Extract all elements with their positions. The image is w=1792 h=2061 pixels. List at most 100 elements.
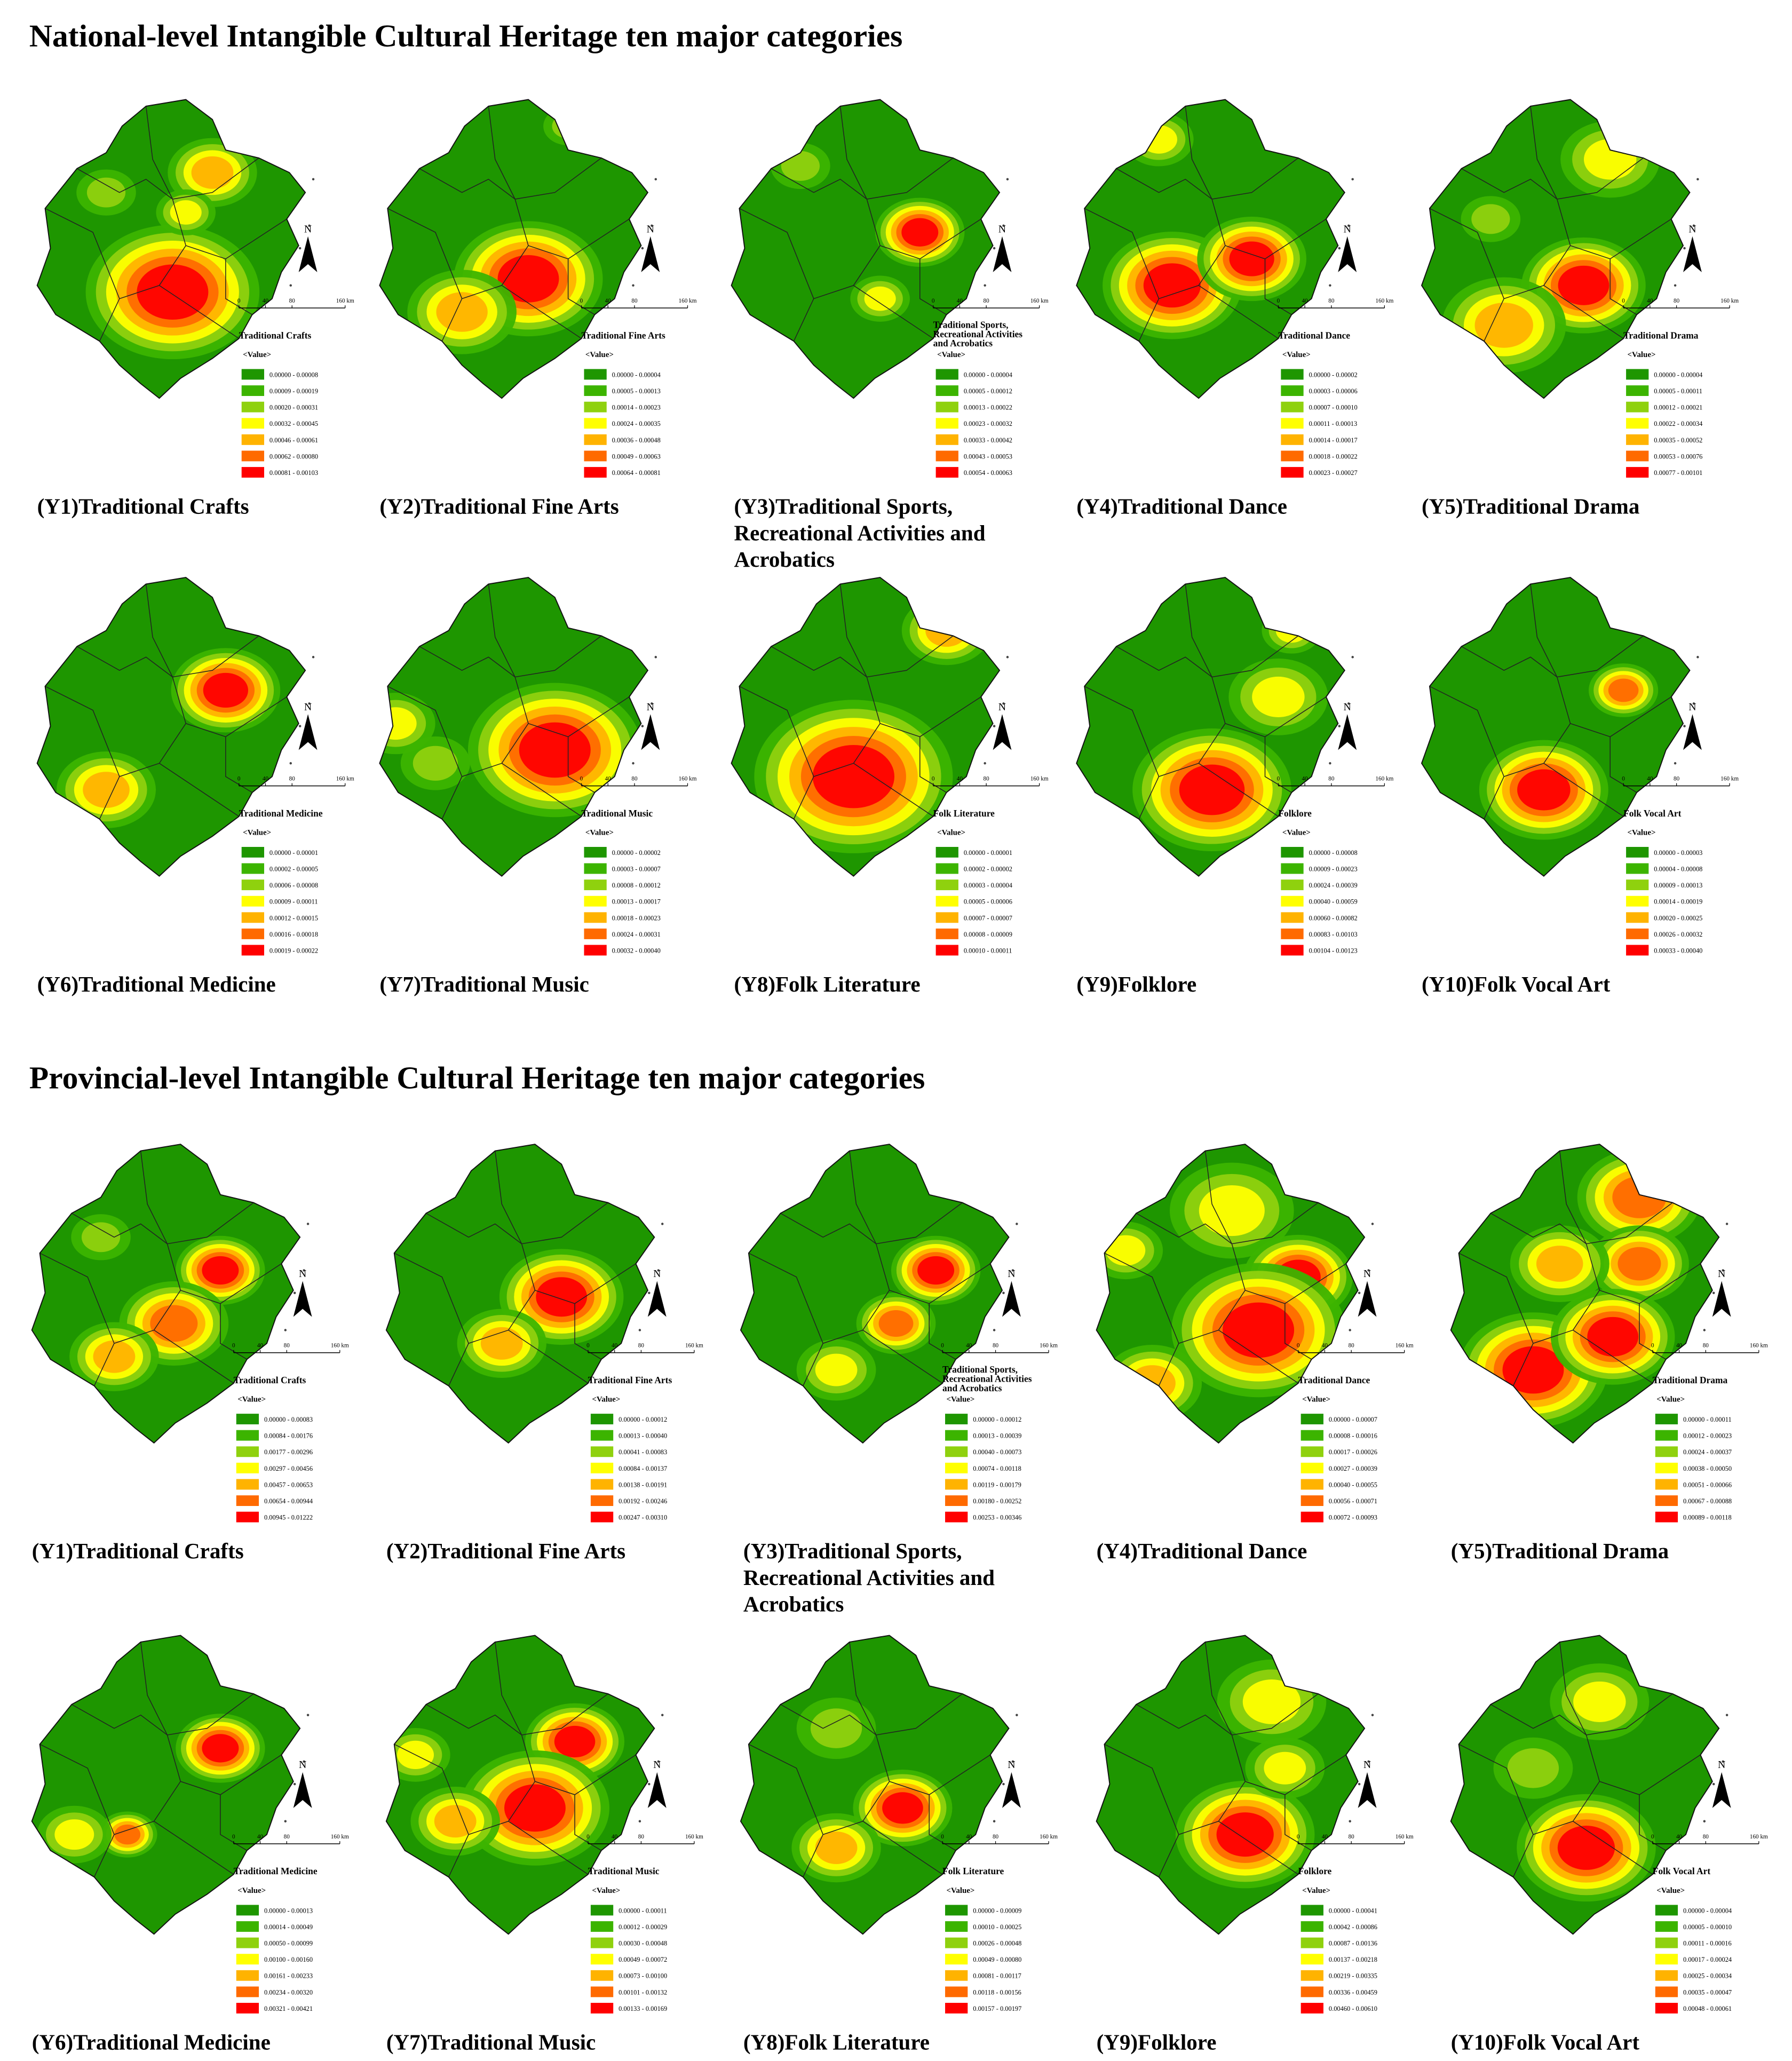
district-border <box>1204 1642 1319 1735</box>
legend-swatch <box>935 450 958 462</box>
district-border <box>1264 259 1292 315</box>
legend-swatch <box>236 1921 259 1932</box>
legend-range: 0.00020 - 0.00031 <box>269 404 318 411</box>
north-label: N <box>1008 1268 1015 1280</box>
hotspot <box>1557 1826 1615 1870</box>
legend-range: 0.00005 - 0.00012 <box>964 387 1012 395</box>
island <box>1722 1760 1724 1763</box>
legend-swatch <box>1301 1937 1323 1948</box>
map-panel: N 0 40 80 160 km Traditional Dance <Value> 0.00… <box>1096 1144 1414 1563</box>
hotspot <box>781 151 820 181</box>
legend-swatch <box>584 467 607 478</box>
hotspot <box>536 1277 588 1317</box>
legend-range: 0.00457 - 0.00653 <box>264 1481 313 1488</box>
hotspot <box>93 1340 136 1373</box>
legend-range: 0.00030 - 0.00048 <box>619 1940 667 1947</box>
district-border <box>441 723 529 820</box>
legend-swatch <box>236 1511 259 1523</box>
scale-label: 80 <box>1703 1834 1709 1840</box>
district-border <box>1284 1303 1312 1360</box>
scale-label: 0 <box>941 1343 944 1349</box>
legend-header: <Value> <box>1282 351 1311 359</box>
legend-range: 0.00003 - 0.00004 <box>964 882 1013 889</box>
district-border <box>1284 1795 1312 1851</box>
legend-range: 0.00008 - 0.00012 <box>612 882 661 889</box>
district-border <box>172 199 287 259</box>
hotspot <box>1199 1185 1265 1236</box>
district-border <box>508 1329 589 1384</box>
map-outline <box>1096 1635 1366 1935</box>
island <box>651 702 653 705</box>
legend-range: 0.00000 - 0.00008 <box>1309 849 1358 857</box>
district-border <box>1585 1243 1701 1304</box>
district-border <box>1461 168 1558 200</box>
legend-header: <Value> <box>237 1886 266 1895</box>
island <box>648 1291 651 1294</box>
legend-swatch <box>241 369 264 380</box>
district-border <box>140 1151 254 1244</box>
legend-swatch <box>1626 895 1649 907</box>
north-arrow <box>641 714 660 750</box>
district-border <box>567 736 595 793</box>
map-outline <box>379 99 649 399</box>
legend-swatch <box>1626 879 1649 891</box>
island <box>1696 178 1699 181</box>
legend-swatch <box>584 846 607 858</box>
island <box>993 725 996 727</box>
north-label: N <box>998 701 1006 713</box>
island <box>1371 1714 1374 1716</box>
panel-label: (Y2)Traditional Fine Arts <box>379 494 619 519</box>
scale-label: 160 km <box>1720 776 1739 782</box>
legend-swatch <box>1655 1430 1678 1441</box>
legend-swatch <box>241 418 264 429</box>
district-border <box>849 1151 963 1244</box>
district-border <box>225 259 252 315</box>
legend-swatch <box>1281 434 1304 445</box>
district-border <box>1136 1704 1232 1735</box>
district-border <box>929 1795 956 1851</box>
legend-range: 0.00053 - 0.00076 <box>1654 453 1702 460</box>
legend-range: 0.00000 - 0.00041 <box>1329 1907 1377 1914</box>
legend-header: <Value> <box>1302 1886 1330 1895</box>
district-border <box>1136 1212 1232 1244</box>
legend-range: 0.00012 - 0.00029 <box>619 1923 667 1931</box>
district-border <box>1084 208 1160 299</box>
district-border <box>45 208 120 299</box>
district-border <box>154 1821 234 1875</box>
hotspot <box>436 292 488 332</box>
legend-range: 0.00011 - 0.00013 <box>1309 420 1358 427</box>
legend-range: 0.00000 - 0.00002 <box>612 849 661 857</box>
north-label: N <box>1718 1759 1725 1771</box>
hotspot <box>203 672 248 708</box>
scale-label: 80 <box>638 1343 645 1349</box>
legend-title: Folklore <box>1278 808 1312 819</box>
north-arrow <box>1338 236 1357 272</box>
legend-range: 0.00192 - 0.00246 <box>619 1497 667 1505</box>
district-border <box>501 763 582 817</box>
island <box>1703 1329 1706 1331</box>
scale-label: 160 km <box>1030 776 1049 782</box>
island <box>1329 284 1331 287</box>
hotspot <box>81 1222 121 1253</box>
legend-range: 0.00087 - 0.00136 <box>1329 1940 1377 1947</box>
scale-label: 40 <box>1676 1834 1683 1840</box>
scale-label: 40 <box>957 776 963 782</box>
legend-swatch <box>236 1937 259 1948</box>
island <box>1338 725 1341 727</box>
north-arrow <box>298 714 318 750</box>
hotspots <box>1493 1663 1656 1902</box>
district-border <box>1573 1821 1653 1875</box>
district-border <box>1639 1303 1667 1360</box>
district-border <box>1198 763 1279 817</box>
district-border <box>448 1781 536 1877</box>
district-border <box>172 677 287 738</box>
legend-swatch <box>1281 450 1304 462</box>
scale-label: 160 km <box>1395 1834 1414 1840</box>
panel-label: (Y6)Traditional Medicine <box>37 972 276 996</box>
north-label: N <box>304 223 312 235</box>
island <box>1011 1760 1014 1763</box>
north-arrow <box>641 236 660 272</box>
hotspot <box>917 1256 955 1285</box>
hotspot <box>554 1725 596 1758</box>
